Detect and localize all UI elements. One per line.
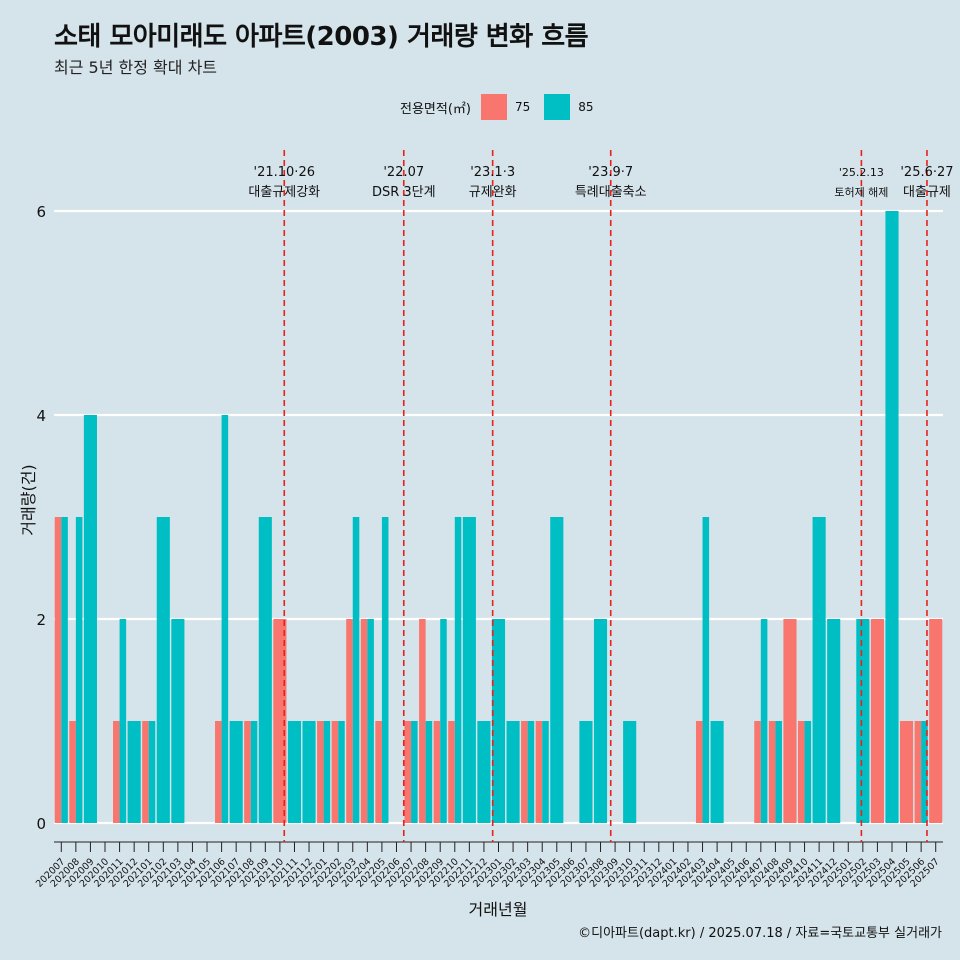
- bar-85-202202: [338, 721, 345, 823]
- bar-85-202305: [550, 517, 564, 823]
- bar-75-202204: [360, 619, 368, 823]
- bar-85-202207: [411, 721, 418, 823]
- bar-85-202212: [477, 721, 491, 823]
- bar-85-202404: [710, 721, 724, 823]
- bar-75-202507: [929, 619, 943, 823]
- bar-85-202209: [440, 619, 447, 823]
- bar-85-202502: [856, 619, 870, 823]
- bar-85-202302: [506, 721, 520, 823]
- bar-85-202106: [221, 415, 229, 823]
- bar-75-202208: [419, 619, 426, 823]
- bar-75-202201: [317, 721, 324, 823]
- bar-85-202009: [83, 415, 97, 823]
- chart-subtitle: 최근 5년 한정 확대 차트: [54, 58, 218, 77]
- event-name-label: 토허제 해제: [834, 185, 888, 199]
- bar-75-202303: [521, 721, 528, 823]
- bar-75-202209: [433, 721, 441, 823]
- event-date-label: '25.6·27: [900, 165, 953, 180]
- event-date-label: '23.9·7: [588, 165, 633, 180]
- bar-85-202112: [302, 721, 316, 823]
- source-caption: ©디아파트(dapt.kr) / 2025.07.18 / 자료=국토교통부 실…: [578, 926, 942, 941]
- bar-75-202403: [695, 721, 703, 823]
- y-tick-label: 2: [36, 611, 46, 629]
- bar-85-202210: [454, 517, 462, 823]
- x-axis-title: 거래년월: [469, 900, 528, 919]
- legend-label-85: 85: [578, 100, 594, 114]
- bar-85-202308: [593, 619, 608, 823]
- bar-75-202203: [346, 619, 353, 823]
- y-axis-title: 거래량(건): [19, 464, 38, 535]
- bar-75-202409: [783, 619, 797, 823]
- event-name-label: 대출규제: [903, 185, 951, 200]
- bar-75-202304: [535, 721, 543, 823]
- event-date-label: '22.07: [383, 165, 424, 180]
- bar-75-202503: [870, 619, 884, 823]
- legend-swatch-75: [480, 94, 507, 120]
- bar-75-202202: [331, 721, 339, 823]
- bar-75-202210: [448, 721, 455, 823]
- bar-85-202102: [156, 517, 170, 823]
- bar-85-202205: [381, 517, 389, 823]
- bar-85-202411: [812, 517, 826, 823]
- bar-75-202506: [914, 721, 922, 823]
- y-tick-label: 0: [36, 815, 46, 833]
- event-name-label: 규제완화: [469, 185, 517, 200]
- bar-75-202011: [113, 721, 120, 823]
- bar-85-202111: [287, 721, 302, 823]
- bar-85-202012: [127, 721, 141, 823]
- event-date-label: '21.10·26: [254, 165, 315, 180]
- legend-swatch-85: [544, 94, 571, 120]
- bar-75-202207: [404, 721, 412, 823]
- bar-85-202108: [250, 721, 258, 823]
- bar-85-202107: [229, 721, 243, 823]
- bar-85-202506: [921, 721, 928, 823]
- bar-85-202101: [148, 721, 156, 823]
- bar-75-202108: [244, 721, 251, 823]
- bar-85-202301: [491, 619, 506, 823]
- legend-label-75: 75: [514, 100, 531, 114]
- bar-85-202307: [579, 721, 593, 823]
- bar-85-202403: [702, 517, 710, 823]
- bar-85-202310: [623, 721, 637, 823]
- bar-75-202008: [69, 721, 76, 823]
- bar-85-202304: [542, 721, 549, 823]
- bar-85-202407: [760, 619, 768, 823]
- bar-75-202407: [754, 721, 761, 823]
- y-tick-label: 6: [36, 203, 46, 221]
- bar-75-202106: [215, 721, 222, 823]
- bar-75-202101: [142, 721, 149, 823]
- bar-85-202011: [119, 619, 127, 823]
- chart-title: 소태 모아미래도 아파트(2003) 거래량 변화 흐름: [54, 22, 589, 52]
- bar-75-202205: [375, 721, 382, 823]
- bar-85-202208: [425, 721, 433, 823]
- bar-85-202504: [885, 211, 899, 823]
- event-name-label: 대출규제강화: [248, 185, 320, 200]
- legend: 전용면적(㎡) 75 85: [400, 94, 608, 120]
- bar-85-202103: [171, 619, 185, 823]
- bar-85-202201: [323, 721, 331, 823]
- event-date-label: '23.1·3: [470, 165, 515, 180]
- bar-75-202007: [54, 517, 62, 823]
- bar-85-202410: [804, 721, 812, 823]
- bar-85-202412: [827, 619, 841, 823]
- bar-85-202007: [61, 517, 68, 823]
- event-name-label: 특례대출축소: [575, 185, 647, 200]
- bar-85-202203: [352, 517, 360, 823]
- event-name-label: DSR 3단계: [372, 185, 436, 200]
- bar-85-202303: [527, 721, 535, 823]
- bar-85-202211: [462, 517, 476, 823]
- y-tick-label: 4: [36, 407, 46, 425]
- bar-75-202410: [797, 721, 805, 823]
- bar-85-202408: [775, 721, 782, 823]
- legend-title: 전용면적(㎡): [400, 101, 471, 117]
- event-date-label: '25.2.13: [839, 166, 884, 179]
- bar-85-202109: [258, 517, 272, 823]
- bar-85-202204: [367, 619, 374, 823]
- bar-85-202008: [75, 517, 83, 823]
- bar-75-202110: [273, 619, 287, 823]
- bar-75-202505: [900, 721, 914, 823]
- bar-75-202408: [768, 721, 776, 823]
